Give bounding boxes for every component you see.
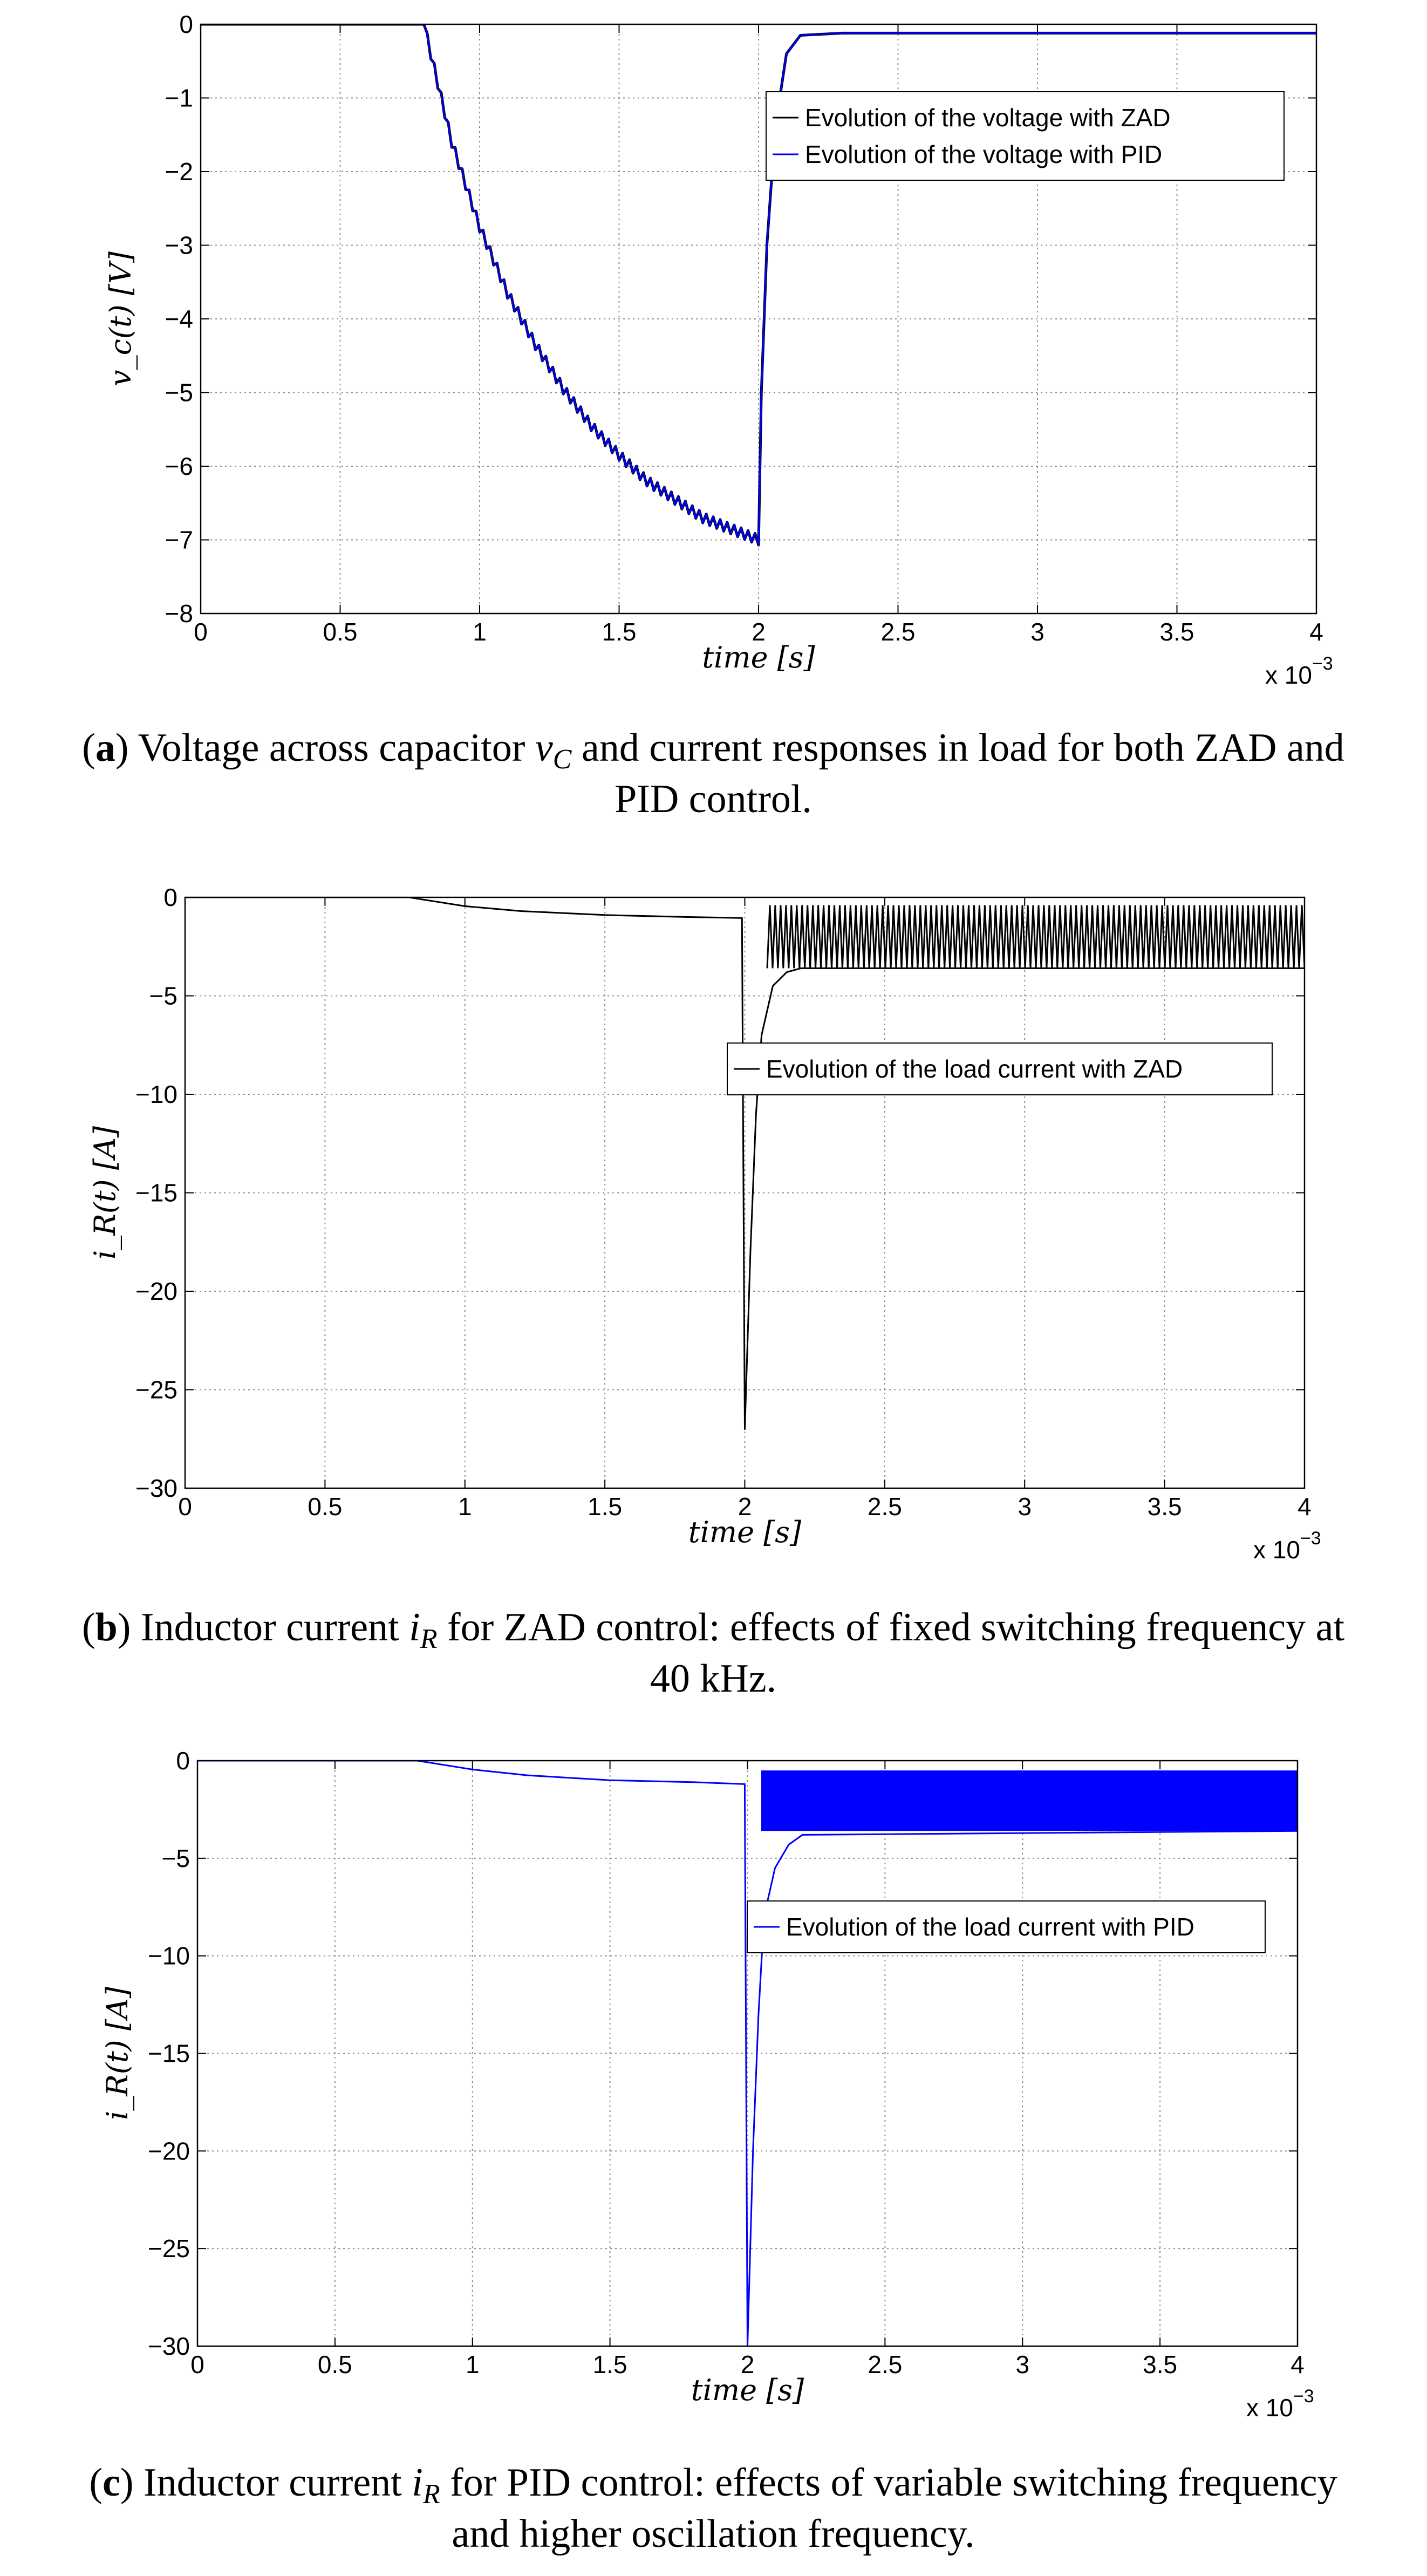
x-tick-label: 3.5 <box>1143 2350 1177 2379</box>
x-tick-label: 3.5 <box>1160 618 1194 646</box>
x-axis-label: time [s] <box>691 2373 804 2407</box>
legend-box <box>747 1900 1266 1953</box>
y-axis-label: i_R(t) [A] <box>100 1986 134 2120</box>
x-tick-label: 0 <box>190 2350 204 2379</box>
x-tick-label: 3 <box>1018 1493 1032 1521</box>
x-tick-label: 4 <box>1298 1493 1312 1521</box>
y-tick-label: −5 <box>162 1844 190 1872</box>
series-line-1 <box>197 1761 1298 2346</box>
legend-label: Evolution of the voltage with PID <box>805 140 1162 168</box>
x-tick-label: 2 <box>752 618 766 646</box>
x-multiplier: x 10−3 <box>1246 2386 1314 2422</box>
x-tick-label: 1.5 <box>593 2350 627 2379</box>
caption-a: (a) Voltage across capacitor vC and curr… <box>82 726 1344 821</box>
x-tick-label: 2.5 <box>881 618 916 646</box>
x-tick-label: 2.5 <box>868 2350 902 2379</box>
y-tick-label: −15 <box>148 2040 190 2068</box>
y-tick-label: −8 <box>165 599 193 628</box>
x-tick-label: 0 <box>194 618 208 646</box>
x-tick-label: 2 <box>741 2350 755 2379</box>
y-tick-label: −2 <box>165 158 193 186</box>
y-tick-label: −7 <box>165 526 193 554</box>
caption-c-line2: and higher oscillation frequency. <box>452 2512 974 2556</box>
x-tick-label: 1 <box>466 2350 480 2379</box>
caption-c: (c) Inductor current iR for PID control:… <box>89 2461 1337 2556</box>
axes-frame <box>184 896 1306 1489</box>
y-tick-label: −20 <box>135 1277 177 1305</box>
y-axis-label: v_c(t) [V] <box>104 251 138 386</box>
x-multiplier: x 10−3 <box>1253 1528 1321 1564</box>
y-tick-label: −6 <box>165 452 193 480</box>
data-layer <box>201 24 1316 547</box>
y-tick-label: 0 <box>163 883 177 911</box>
x-multiplier-exp: −3 <box>1312 653 1333 674</box>
y-tick-label: −30 <box>148 2332 190 2360</box>
axes-frame <box>196 1760 1299 2347</box>
legend-box <box>766 91 1285 181</box>
legend-label: Evolution of the load current with ZAD <box>766 1055 1183 1083</box>
x-tick-label: 3.5 <box>1148 1493 1182 1521</box>
x-multiplier-base: x 10 <box>1265 661 1312 689</box>
chart-panel-b: 0 0.5 1 1.5 2 2.5 3 3.5 4 0 −5 −10 −15 −20 −25 −30 time … <box>88 883 1321 1564</box>
x-axis-label: time [s] <box>688 1515 802 1549</box>
legend: Evolution of the load current with ZAD <box>727 1042 1273 1095</box>
y-tick-label: −20 <box>148 2137 190 2165</box>
y-tick-label: −15 <box>135 1179 177 1207</box>
x-multiplier-exp: −3 <box>1300 1528 1321 1549</box>
chart-panel-c: 0 0.5 1 1.5 2 2.5 3 3.5 4 0 −5 −10 −15 −20 −25 −30 time … <box>100 1747 1314 2422</box>
x-tick-label: 0 <box>178 1493 192 1521</box>
legend-label: Evolution of the voltage with ZAD <box>805 104 1171 132</box>
caption-c-line1: (c) Inductor current iR for PID control:… <box>89 2461 1337 2510</box>
legend: Evolution of the voltage with ZAD Evoluti… <box>766 91 1285 181</box>
y-tick-label: −30 <box>135 1474 177 1502</box>
x-tick-label: 3 <box>1030 618 1044 646</box>
x-tick-label: 2 <box>738 1493 752 1521</box>
oscillation-band <box>761 1770 1298 1831</box>
legend-box <box>727 1042 1273 1095</box>
y-tick-label: −10 <box>148 1942 190 1970</box>
caption-b-line1: (b) Inductor current iR for ZAD control:… <box>82 1605 1345 1654</box>
x-multiplier-base: x 10 <box>1253 1536 1300 1564</box>
y-tick-label: −5 <box>149 982 177 1010</box>
oscillation-band <box>766 905 1305 969</box>
x-tick-label: 3 <box>1015 2350 1029 2379</box>
x-tick-label: 0.5 <box>318 2350 352 2379</box>
caption-b-line2: 40 kHz. <box>650 1657 776 1701</box>
data-layer <box>185 897 1305 1430</box>
data-layer <box>197 1761 1298 2346</box>
axes-frame <box>200 23 1317 615</box>
y-tick-label: −25 <box>135 1376 177 1404</box>
y-tick-label: −5 <box>165 379 193 407</box>
series-line-1 <box>185 897 1305 1430</box>
caption-a-line1: (a) Voltage across capacitor vC and curr… <box>82 726 1344 775</box>
y-tick-label: −10 <box>135 1080 177 1108</box>
x-tick-label: 1.5 <box>602 618 637 646</box>
x-multiplier-base: x 10 <box>1246 2394 1293 2422</box>
x-tick-label: 0.5 <box>308 1493 342 1521</box>
legend: Evolution of the load current with PID <box>747 1900 1266 1953</box>
chart-panel-a: 0 0.5 1 1.5 2 2.5 3 3.5 4 0 −1 −2 −3 −4 −5 −6 −7 −8 time [… <box>104 10 1333 689</box>
x-tick-label: 1 <box>473 618 487 646</box>
legend-label: Evolution of the load current with PID <box>786 1913 1194 1941</box>
x-tick-label: 4 <box>1291 2350 1305 2379</box>
x-axis-label: time [s] <box>702 640 815 674</box>
y-tick-label: 0 <box>179 10 193 38</box>
x-tick-label: 2.5 <box>868 1493 902 1521</box>
x-tick-label: 1.5 <box>588 1493 622 1521</box>
caption-a-line2: PID control. <box>615 777 812 821</box>
y-tick-label: −25 <box>148 2234 190 2262</box>
y-tick-label: 0 <box>176 1747 190 1775</box>
x-multiplier-exp: −3 <box>1293 2386 1314 2407</box>
x-tick-label: 1 <box>458 1493 472 1521</box>
x-tick-label: 0.5 <box>323 618 358 646</box>
y-tick-label: −4 <box>165 305 193 333</box>
caption-b: (b) Inductor current iR for ZAD control:… <box>82 1605 1345 1701</box>
y-tick-label: −3 <box>165 231 193 260</box>
y-axis-label: i_R(t) [A] <box>88 1126 122 1259</box>
x-tick-label: 4 <box>1309 618 1323 646</box>
y-tick-label: −1 <box>165 84 193 112</box>
x-multiplier: x 10−3 <box>1265 653 1333 689</box>
series-line-2 <box>201 24 1316 546</box>
